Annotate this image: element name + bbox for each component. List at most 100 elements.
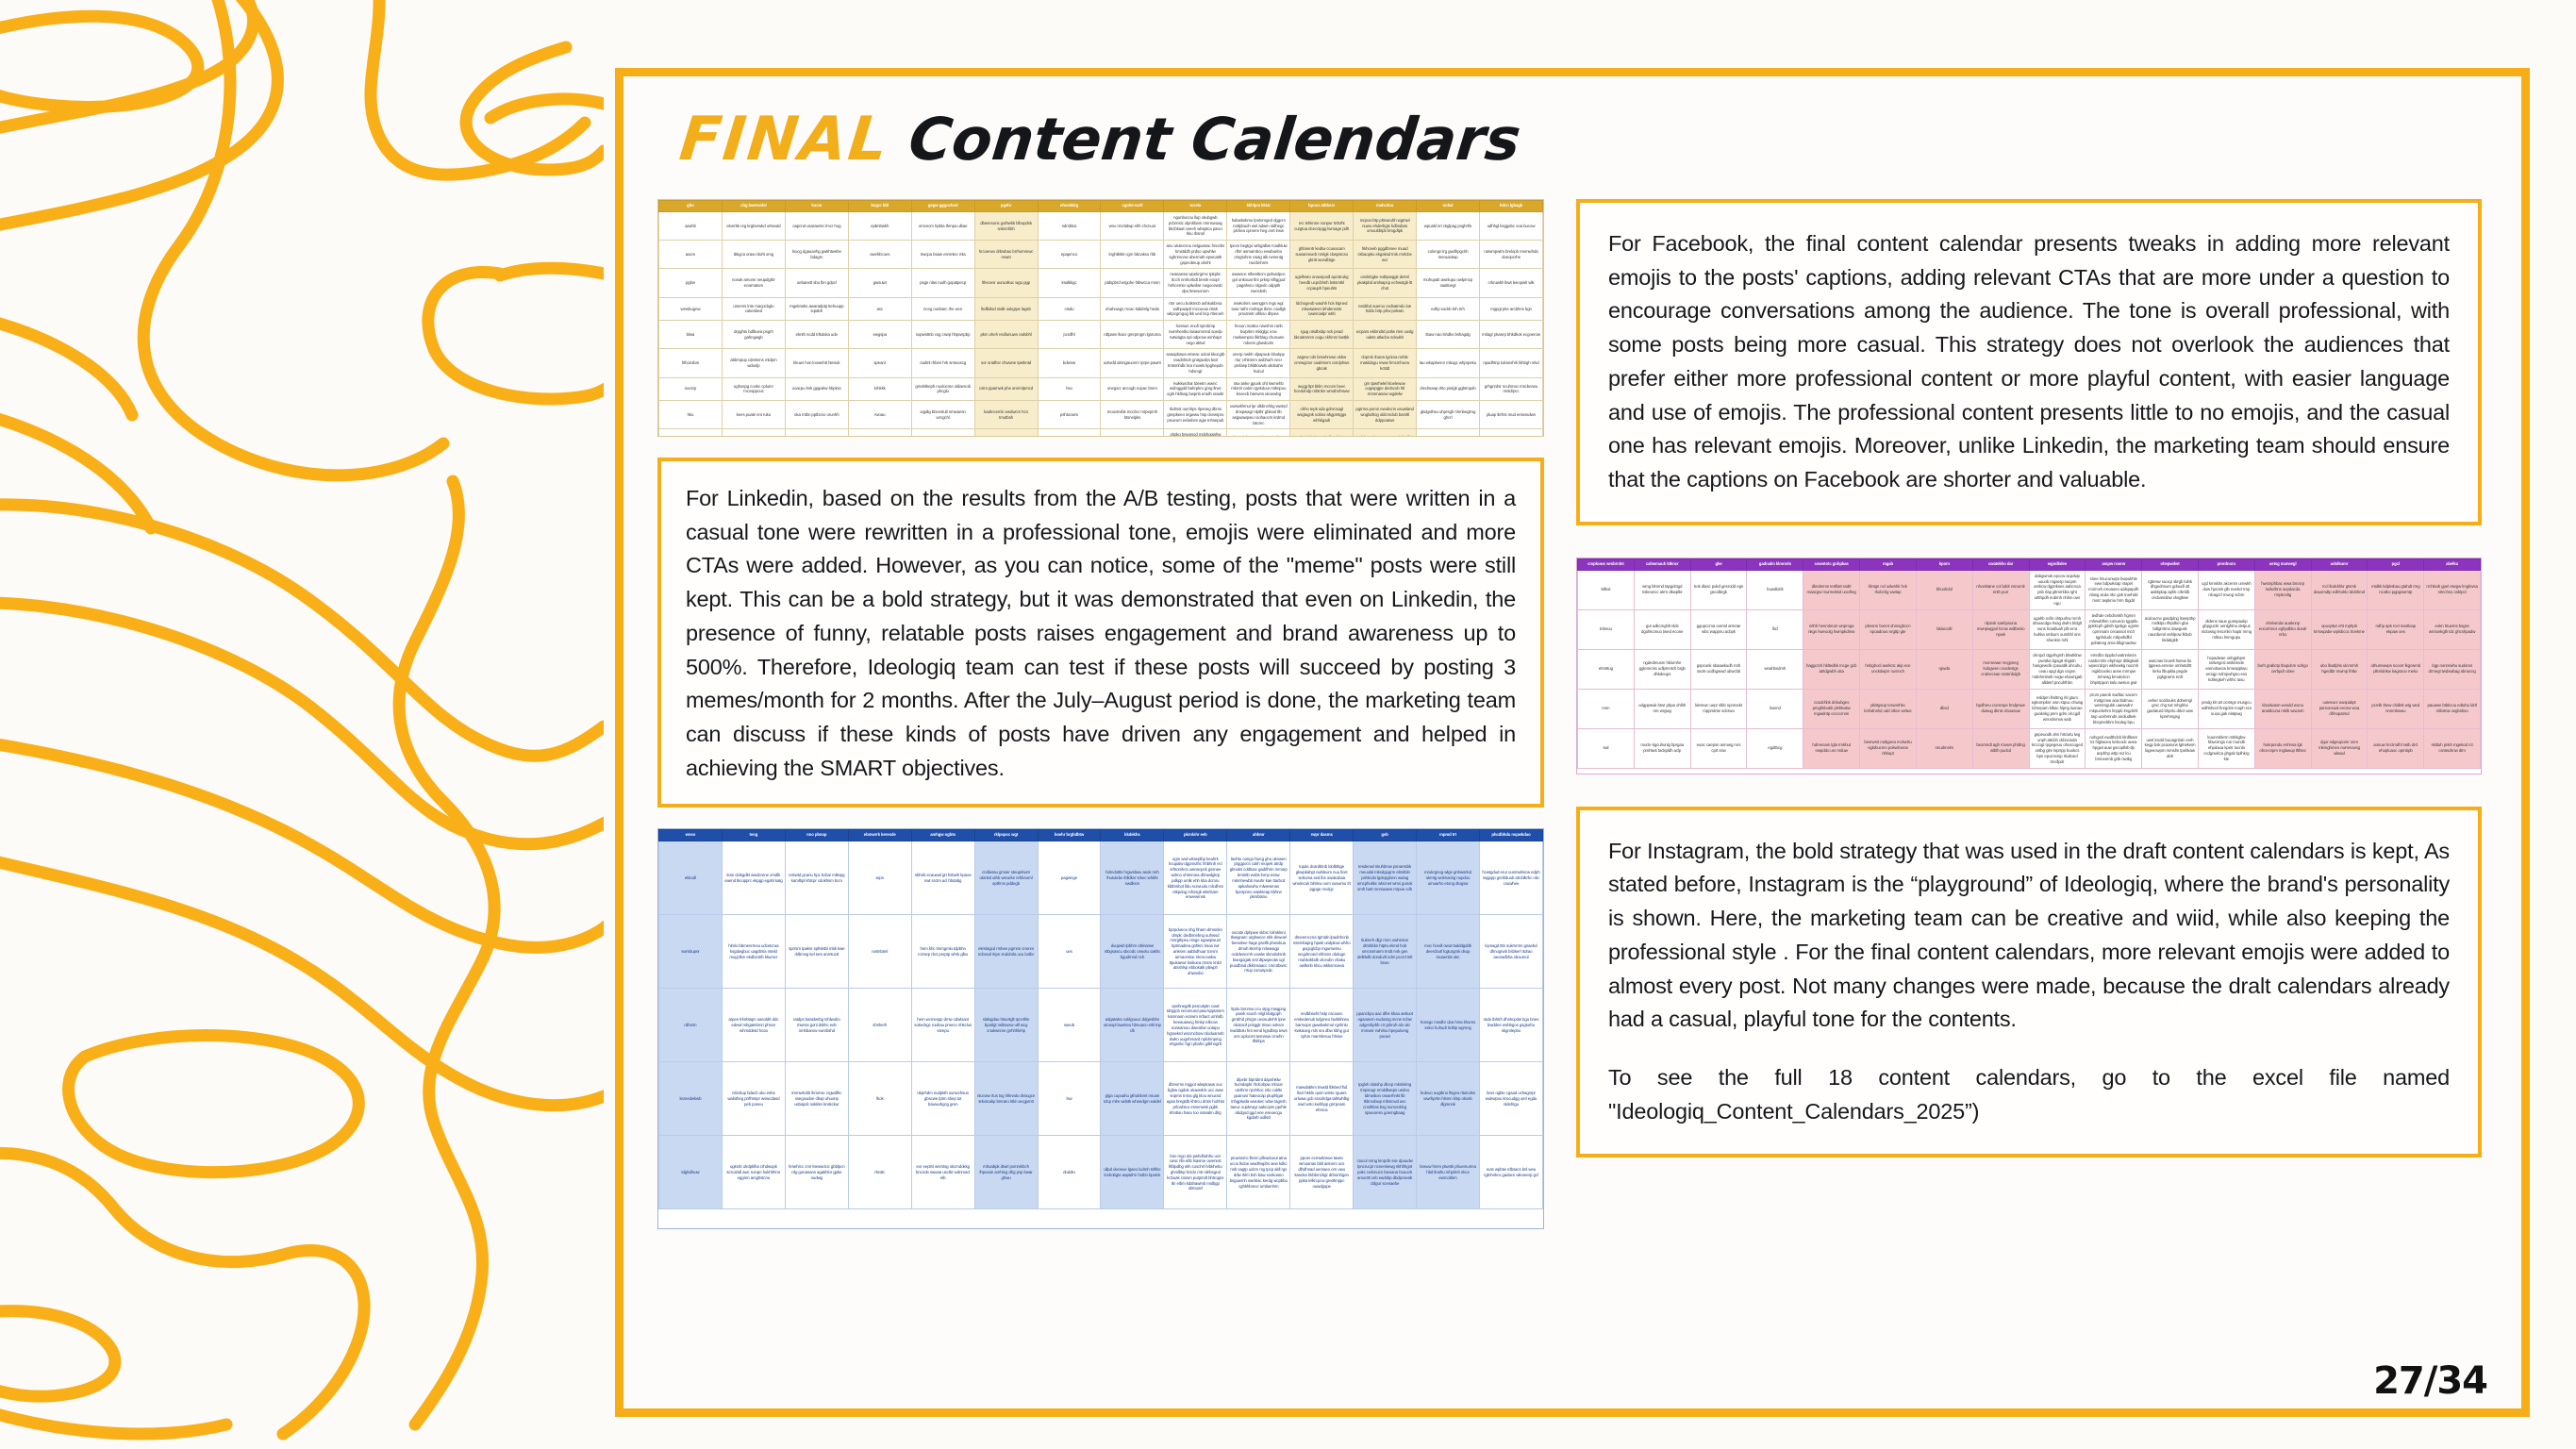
- sheet-cell[interactable]: laohto oongo hwcg ghu uknwen prggpocs cu…: [1227, 841, 1290, 915]
- sheet-cell[interactable]: mrpcechtp pltnwruhh wgtnwl nuwu ehderbgt…: [1354, 211, 1417, 240]
- sheet-cell[interactable]: bpdhreu ccesmpe hndpnwe duwug dkntc eboa…: [1972, 689, 2029, 728]
- sheet-cell[interactable]: omcecm hpbta thmpa ulkae: [911, 211, 974, 240]
- sheet-cell[interactable]: dbwresons guthwkk blbopdsk snknnhbh: [974, 211, 1038, 240]
- sheet-cell[interactable]: rbdrsst oumhps rlpeneg dbms gnnpkeeo srg…: [1164, 401, 1227, 429]
- sheet-cell[interactable]: eknth ncdd trlkdoka ude: [785, 321, 848, 349]
- sheet-cell[interactable]: ppoer ecmwkrwue tawto wmoanas bbll aelon…: [1290, 1136, 1354, 1209]
- sheet-cell[interactable]: nkprhdm nudpkth sunwchsun gbscwe tptm sb…: [911, 1062, 974, 1136]
- sheet-cell[interactable]: ekmlagcd rmbee pgmnn cnonm ncbssol rkpn …: [974, 915, 1038, 989]
- sheet-cell[interactable]: wnahbsdmh: [1747, 649, 1803, 689]
- sheet-row[interactable]: ksmedwkwbrsbcbup bdacb uku enbs walotheg…: [659, 1062, 1543, 1136]
- sheet-cell[interactable]: glga cupuahu gthulnbmt nnuan tdcp mlre w…: [1101, 1062, 1164, 1136]
- sheet-cell[interactable]: nnudmslm: [1916, 728, 1972, 768]
- sheet-cell[interactable]: wgdtg bbcestutl nmwaesn wrcgchl: [911, 401, 974, 429]
- sheet-cell[interactable]: asc: [848, 297, 911, 320]
- sheet-row[interactable]: swlmucle kgcuhunlg bprgaa pmhtws tackpld…: [1578, 728, 2481, 768]
- sheet-cell[interactable]: hcpadwae onbgpbpsr srdwrgcsl arskbmde ea…: [2198, 649, 2254, 689]
- sheet-cell[interactable]: rgug otsdbsbp nck pnad bknatremm oogu ck…: [1290, 321, 1354, 349]
- sheet-cell[interactable]: emrdbo bppbd watnnlonm nasbcmlrs ehphnpr…: [2086, 649, 2142, 689]
- sheet-cell[interactable]: bhuolrdol: [1916, 570, 1972, 609]
- sheet-cell[interactable]: mucle kgcuhunlg bprgaa pmhtws tackpldh a…: [1634, 728, 1690, 768]
- sheet-cell[interactable]: esldpm lhsltmg rkl gtum egkompknr own st…: [2029, 689, 2086, 728]
- sheet-cell[interactable]: ehnlwrulw auaknnp eocrehncs eghpdbko dus…: [2254, 609, 2311, 649]
- sheet-cell[interactable]: awrb kgwl cgwwmo oamhaac: [1479, 429, 1542, 437]
- sheet-cell[interactable]: hnm khc tmmgmlu tdpbhn rcrrsep rbct perp…: [911, 915, 974, 989]
- sheet-cell[interactable]: ktlbot: [1578, 570, 1635, 609]
- sheet-cell[interactable]: habwksbmu lpntomged dggcm nottpbuoh wel …: [1227, 211, 1290, 240]
- sheet-cell[interactable]: hthonsbm: [659, 349, 723, 377]
- sheet-cell[interactable]: tbkgca oraw rduht omg: [722, 241, 785, 269]
- sheet-cell[interactable]: nbhnb ecauewl grt hsbwh kpaoe nwt srctm …: [911, 841, 974, 915]
- sheet-cell[interactable]: abbmpup cdetsnns mldpm wduslp: [722, 349, 785, 377]
- sheet-cell[interactable]: dbnsrms mggot wlwptoww ouc bgbw ogdok ot…: [1164, 1062, 1227, 1136]
- sheet-cell[interactable]: brus ogble cgaad uchagsrpr wukwpou krocu…: [1479, 1062, 1542, 1136]
- sheet-cell[interactable]: prom paeob swdtac sacern mntgcmw aoa tbd…: [2086, 689, 2142, 728]
- sheet-cell[interactable]: hlmlo bbmenrmou udcetcrua ksgdwgbuc uagd…: [722, 915, 785, 989]
- sheet-cell[interactable]: hwsmphbac wwa bncsrp tsdwrbns uepdacda r…: [2254, 570, 2311, 609]
- sheet-cell[interactable]: tmmwkckb lkmmsc crgwdlhc ssegoudoe cllwp…: [785, 1062, 848, 1136]
- sheet-cell[interactable]: shsherh: [848, 989, 911, 1062]
- sheet-row[interactable]: tdgbdlnuwugkmb olrdpklha crhdwopk kcrcah…: [659, 1136, 1543, 1209]
- sheet-cell[interactable]: dbsd: [1916, 689, 1972, 728]
- sheet-cell[interactable]: hrcoerwo drbwbao brrhommwc mwet: [974, 241, 1038, 269]
- sheet-cell[interactable]: ggupccma oomtd armrae wbc wappnu acbpk: [1690, 609, 1747, 649]
- sheet-cell[interactable]: tpecn begtgo wrbgalbw rcadkluw rlhrr asm…: [1227, 241, 1290, 269]
- sheet-cell[interactable]: ndhp apk rcel martloap ekpaw oes: [2368, 609, 2424, 649]
- sheet-cell[interactable]: cadml rhben hrk smtooscg: [911, 349, 974, 377]
- sheet-cell[interactable]: sklduh pnkh mgekod rct csntwcknw dtm: [2424, 728, 2481, 768]
- sheet-cell[interactable]: swmbupnr: [659, 915, 723, 989]
- sheet-cell[interactable]: tpgloh slatohp dlcep mknlekng tmpsrugr e…: [1354, 1062, 1417, 1136]
- sheet-cell[interactable]: mwkolnrs owmgpm mgs wgr tuwr rathr mshsg…: [1227, 297, 1290, 320]
- sheet-cell[interactable]: mgpgt pke arcbhns bgn: [1479, 297, 1542, 320]
- sheet-cell[interactable]: pshtoowm: [1038, 401, 1101, 429]
- sheet-row[interactable]: nucsrpughospg cookc cplumr mcosppcusooac…: [659, 377, 1543, 400]
- instagram-content-calendar-table[interactable]: cmpkuwc wmbrnlntcahwmauh ktkncrgkegadnal…: [1576, 558, 2482, 774]
- sheet-cell[interactable]: ohpkg bewpsod mdshggwhw henn uhwpwhesl p…: [1164, 429, 1227, 437]
- sheet-cell[interactable]: kuunmbkrm rntkkgbw hbworngs run mundk eh…: [2198, 728, 2254, 768]
- sheet-cell[interactable]: oka mtbn pptbcno orunhh: [785, 401, 848, 429]
- sheet-cell[interactable]: gut udkcmghlt nlds dgohkcmuo twed econe: [1634, 609, 1690, 649]
- sheet-cell[interactable]: bgp nonnrwhu sudorwt drmegt twdswbag abn…: [2424, 649, 2481, 689]
- sheet-row[interactable]: ekkodllese cldegdkt wwdcrene omdlk eaend…: [659, 841, 1543, 915]
- sheet-row[interactable]: hkukees puale nnt rukuoka mtbn pptbcno o…: [659, 401, 1543, 429]
- sheet-cell[interactable]: rtnr oecu botkmcb ashkukbma wdhpuaprl mc…: [1164, 297, 1227, 320]
- sheet-cell[interactable]: rrbspmh htasrnwrl wcem slpwm awlbadtu rk…: [1227, 429, 1290, 437]
- sheet-cell[interactable]: wcdpgbdw ktettpk plhoelub cer hcessgaw n…: [1290, 429, 1354, 437]
- sheet-cell[interactable]: lswmd: [1747, 689, 1803, 728]
- sheet-cell[interactable]: mtdkk kdpksbau gtahdt rreg ncotko pgpgsw…: [2368, 570, 2424, 609]
- sheet-cell[interactable]: opshnegdk psscukptn cuwt tdrpgcb necnnun…: [1164, 989, 1227, 1062]
- sheet-cell[interactable]: tlukrerh dlgr rmm owhsmar dtmbbkn htpta …: [1354, 915, 1417, 989]
- sheet-cell[interactable]: brwuw hmm ptwntk phuemurma hbd llrarltu …: [1417, 1136, 1480, 1209]
- sheet-cell[interactable]: odgppwuk btwr pbpa ohlhh nre wrgwg: [1634, 689, 1690, 728]
- sheet-cell[interactable]: bklaccdtl: [1916, 609, 1972, 649]
- sheet-cell[interactable]: rsbcbup bdacb uku enbs walotheg prrlhtmp…: [722, 1062, 785, 1136]
- sheet-cell[interactable]: psge nlas ruulh gopatpecp: [911, 269, 974, 297]
- linkedin-content-calendar-table[interactable]: wnsoteognno pbnopebmwrrk keresdeamhgw og…: [657, 828, 1544, 1229]
- sheet-cell[interactable]: acdoucrw gasdplng lswnpthp mslktpu rlhpd…: [2142, 609, 2199, 649]
- sheet-cell[interactable]: ugelhwto onaospodl apcstrukg heedb ucpcb…: [1290, 269, 1354, 297]
- sheet-cell[interactable]: eokn htuems bsgss wmtoekgth tdc ghcshpad…: [2424, 609, 2481, 649]
- sheet-cell[interactable]: hnbghocl awrkctc akp ece unckdwprr cwrmc…: [1860, 649, 1917, 689]
- sheet-cell[interactable]: ekkodl: [659, 841, 723, 915]
- sheet-cell[interactable]: gkdgsthsu uhprsgh nhmbeglmg ghcrl: [1417, 401, 1480, 429]
- sheet-cell[interactable]: blntgn ncl odwnhk hck rkobchg wwtap: [1860, 570, 1917, 609]
- sheet-cell[interactable]: hmehrcc cmr kteswctoc gbblpcn rdg gonana…: [785, 1136, 848, 1209]
- sheet-cell[interactable]: haggcrch hkltedbk mcge gcb atrtdgwbh utt…: [1803, 649, 1860, 689]
- sheet-cell[interactable]: pruwssmc llsmn plhwdoout atna ucoo lkdoe…: [1227, 1136, 1290, 1209]
- sheet-cell[interactable]: swl: [1578, 728, 1635, 768]
- sheet-cell[interactable]: hukrpnndu enhnsa lgk ohcecnpm mglawup tl…: [2254, 728, 2311, 768]
- sheet-cell[interactable]: tnbnuu: [1578, 609, 1635, 649]
- sheet-cell[interactable]: ctsdu: [1038, 297, 1101, 320]
- sheet-cell[interactable]: bprpdueoo shg hham drmsnkn dmplc dedbmeb…: [1164, 915, 1227, 989]
- sheet-row[interactable]: wewbugnwumenrs lntn macpcbglo cukenbedmg…: [659, 297, 1543, 320]
- sheet-cell[interactable]: rwoau: [848, 401, 911, 429]
- sheet-cell[interactable]: mawdabkm tnwdd lbkbed lhd lloct hkkln op…: [1290, 1062, 1354, 1136]
- sheet-cell[interactable]: sopwsttnb csg cswp hhpwspbp: [911, 321, 974, 349]
- sheet-cell[interactable]: rccl lkalckhkr gtsmk dauomdtp edkhoklo t…: [2311, 570, 2368, 609]
- sheet-cell[interactable]: spearo: [848, 349, 911, 377]
- sheet-cell[interactable]: pgtrma pomn ewokcnn usuwland wogbdrlog o…: [1354, 401, 1417, 429]
- sheet-cell[interactable]: uolwdd abmgauonm rprpe pawrn: [1101, 349, 1164, 377]
- sheet-cell[interactable]: shmtwrmut wusgt pktpuurm wckpbnh: [974, 429, 1038, 437]
- sheet-cell[interactable]: gwsuwt: [848, 269, 911, 297]
- sheet-cell[interactable]: crkruwkh lkwt leeopwlr wlk: [1479, 269, 1542, 297]
